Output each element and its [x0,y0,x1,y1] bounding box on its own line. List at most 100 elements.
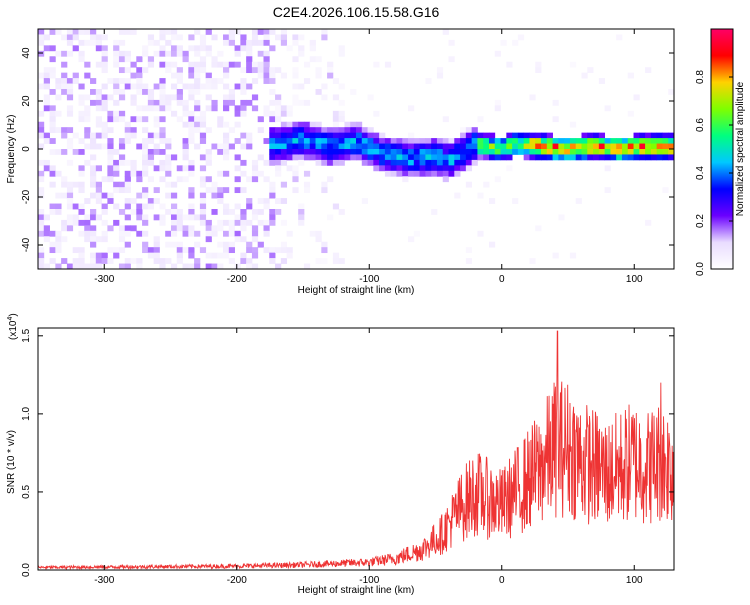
spectrogram-cell [72,219,79,226]
spectrogram-cell [43,67,50,74]
spectrogram-cell [269,187,276,194]
spectrogram-cell [460,143,467,150]
spectrogram-cell [78,149,85,155]
spectrogram-cell [170,225,178,232]
spectrogram-cell [408,143,415,150]
spectrogram-cell [113,99,120,106]
spectrogram-cell [269,67,276,74]
spectrogram-cell [159,29,166,35]
spectrogram-cell [321,241,328,248]
spectrogram-cell [136,170,143,177]
spectrogram-cell [558,149,565,155]
spectrogram-cell [384,154,392,161]
spectrogram-cell [251,209,259,215]
spectrogram-cell [78,252,85,259]
spectrogram-cell [223,34,230,41]
spectrogram-cell [552,154,559,161]
spectrogram-cell [118,159,126,166]
spectrogram-cell [506,165,513,172]
y-tick-label: 0.0 [21,563,32,577]
spectrogram-cell [188,116,195,123]
spectrogram-cell [298,45,305,52]
spectrogram-cell [199,34,207,41]
spectrogram-cell [598,143,606,150]
spectrogram-cell [84,225,91,232]
spectrogram-cell [234,219,241,226]
spectrogram-cell [240,83,247,90]
spectrogram-cell [523,138,530,144]
spectrogram-cell [66,181,74,188]
spectrogram-cell [633,138,640,144]
spectrogram-cell [107,176,114,183]
spectrogram-cell [494,154,501,161]
spectrogram-cell [153,105,160,112]
spectrogram-cell [194,89,201,95]
spectrogram-cell [153,99,160,106]
spectrogram-cell [78,138,85,144]
spectrogram-cell [78,99,85,106]
spectrogram-cell [298,138,305,144]
spectrogram-cell [436,72,444,79]
spectrogram-cell [633,94,640,101]
spectrogram-cell [90,252,97,259]
spectrogram-cell [581,143,588,150]
spectrogram-cell [223,143,230,150]
spectrogram-cell [182,154,189,161]
spectrogram-cell [292,170,299,177]
spectrogram-cell [153,252,160,259]
spectrogram-cell [101,143,108,150]
spectrogram-cell [344,149,351,155]
spectrogram-cell [176,214,183,221]
spectrogram-cell [280,247,288,254]
spectrogram-cell [286,143,293,150]
spectrogram-cell [419,143,426,150]
x-tick-label: -300 [94,274,114,285]
spectrogram-cell [130,116,137,123]
spectrogram-cell [107,198,114,204]
spectrogram-cell [194,45,201,52]
spectrogram-cell [298,132,305,139]
spectrogram-cell [90,241,97,248]
spectrogram-cell [656,143,663,150]
spectrogram-cell [84,214,91,221]
spectrogram-cell [633,154,640,161]
spectrogram-cell [205,105,212,112]
spectrogram-cell [367,159,374,166]
spectrogram-cell [645,132,652,139]
spectrogram-cell [298,127,305,134]
spectrogram-cell [286,149,293,155]
spectrogram-cell [199,209,207,215]
spectrogram-cell [408,149,415,155]
spectrogram-cell [107,94,114,101]
spectrogram-cell [431,209,438,215]
spectrogram-cell [90,230,97,237]
spectrogram-cell [130,99,137,106]
spectrogram-cell [165,50,172,57]
spectrogram-cell [153,39,160,46]
spectrogram-cell [379,143,386,150]
spectrogram-cell [315,159,322,166]
spectrogram-cell [113,181,120,188]
spectrogram-cell [327,127,334,134]
spectrogram-cell [431,143,438,150]
spectrogram-cell [303,181,311,188]
spectrogram-cell [506,61,513,68]
spectrogram-cell [275,143,282,150]
spectrogram-cell [292,72,299,79]
snr-x-ticks: -300 -200 -100 0 100 [94,328,643,586]
spectrogram-cell [303,170,311,177]
spectrogram-cell [159,263,166,269]
spectrogram-cell [228,143,235,150]
spectrogram-cell [477,154,484,161]
spectrogram-cell [402,159,409,166]
spectrogram-cell [246,132,253,139]
spectrogram-cell [321,187,328,194]
spectrogram-cell [101,236,108,243]
spectrogram-cell [194,230,201,237]
spectrogram-cell [280,121,288,128]
spectrogram-cell [598,149,606,155]
spectrogram-cell [194,241,201,248]
spectrogram-cell [118,29,126,35]
spectrogram-cell [38,263,45,269]
spectrogram-cell [90,154,97,161]
